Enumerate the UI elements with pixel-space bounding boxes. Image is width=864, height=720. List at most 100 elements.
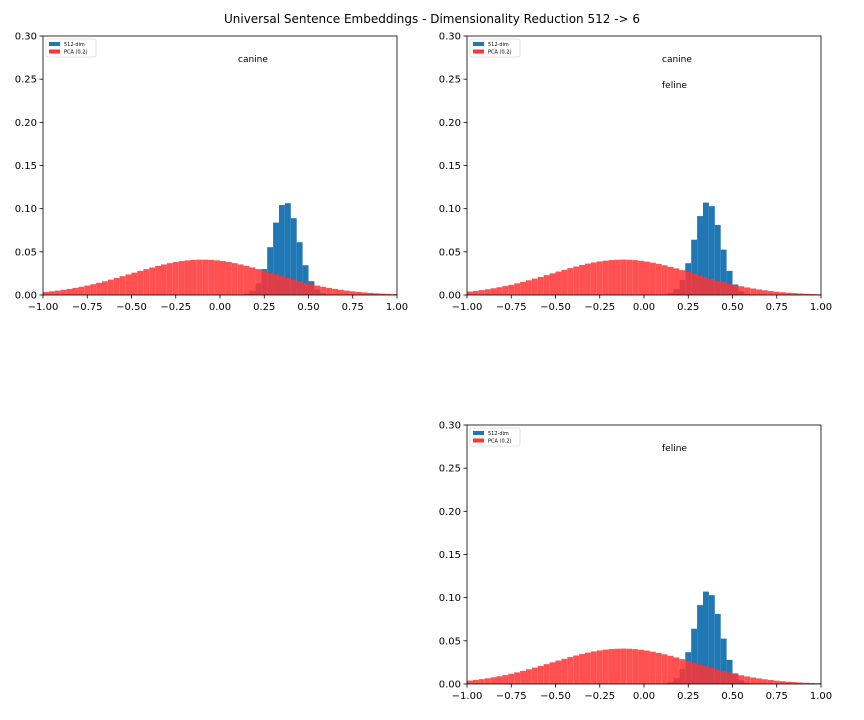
hist-bar [143, 269, 150, 295]
hist-bar [667, 266, 674, 295]
x-tick-label: −0.75 [72, 302, 103, 313]
hist-bar [596, 261, 603, 295]
hist-bar [614, 648, 621, 684]
hist-bar [596, 650, 603, 684]
hist-bar [638, 260, 644, 295]
y-tick-label: 0.00 [15, 291, 37, 302]
hist-bar [113, 277, 120, 295]
hist-bar [697, 275, 703, 295]
x-tick-label: 0.25 [677, 302, 699, 313]
hist-bar [626, 648, 633, 684]
hist-bar [714, 613, 721, 684]
hist-bar [590, 651, 597, 684]
hist-bar [172, 262, 179, 295]
hist-bar [379, 293, 386, 295]
hist-bar [691, 273, 698, 295]
x-tick-label: −1.00 [452, 691, 483, 702]
hist-bar [673, 268, 680, 295]
legend: 512-dim PCA (0.2) [45, 38, 97, 58]
hist-bar [608, 260, 615, 295]
legend-swatch [49, 42, 60, 46]
legend-swatch [473, 42, 484, 46]
series-pca [467, 648, 821, 684]
hist-bar [72, 287, 79, 295]
hist-bar [708, 278, 715, 295]
x-tick-label: 1.00 [386, 302, 408, 313]
x-tick-label: 1.00 [810, 302, 832, 313]
hist-bar [590, 262, 597, 295]
hist-bar [96, 282, 102, 295]
hist-bar [472, 679, 479, 684]
hist-bar [496, 676, 503, 684]
hist-bar [720, 249, 727, 295]
hist-bar [520, 281, 526, 295]
hist-bar [484, 289, 491, 295]
hist-bar [137, 270, 144, 295]
hist-bar [679, 270, 686, 295]
hist-bar [296, 242, 303, 295]
hist-bar [803, 682, 810, 684]
hist-bar [279, 205, 285, 295]
hist-bar [267, 272, 274, 295]
x-tick-label: 0.00 [209, 302, 231, 313]
hist-bar [809, 683, 816, 684]
hist-bar [520, 670, 526, 684]
hist-bar [119, 276, 126, 295]
hist-bar [797, 682, 804, 684]
hist-bar [767, 291, 774, 295]
y-tick-label: 0.05 [439, 636, 461, 647]
hist-bar [655, 263, 662, 295]
hist-bar [779, 292, 786, 295]
hist-bar [467, 680, 473, 684]
hist-bar [526, 280, 532, 295]
hist-bar [261, 270, 268, 295]
axes-frame [42, 35, 398, 296]
hist-bar [744, 676, 751, 684]
hist-bar [290, 218, 297, 295]
y-tick-label: 0.15 [439, 550, 461, 561]
hist-bar [255, 269, 262, 295]
hist-bar [508, 284, 515, 295]
hist-bar [573, 266, 580, 295]
legend-label: 512-dim [64, 42, 85, 48]
hist-bar [284, 203, 291, 295]
hist-bar [720, 671, 727, 684]
hist-bar [361, 292, 368, 295]
x-tick-label: −0.25 [584, 691, 615, 702]
y-tick-label: 0.05 [15, 247, 37, 258]
y-tick-label: 0.15 [439, 161, 461, 172]
hist-bar [626, 259, 633, 295]
hist-bar [166, 263, 173, 295]
hist-bar [750, 288, 757, 295]
hist-bar [526, 669, 532, 684]
x-tick-label: −1.00 [452, 302, 483, 313]
hist-bar [750, 677, 757, 684]
hist-bar [78, 286, 85, 295]
hist-bar [726, 659, 733, 684]
hist-bar [756, 289, 762, 295]
y-tick-label: 0.25 [439, 464, 461, 475]
hist-bar [202, 259, 209, 295]
hist-bar [708, 667, 715, 684]
hist-bar [490, 288, 497, 295]
hist-bar [284, 277, 291, 295]
hist-bar [555, 271, 562, 295]
annotation-label: canine [238, 55, 268, 65]
hist-bar [225, 262, 232, 295]
legend-label: PCA (0.2) [488, 50, 511, 56]
hist-bar [237, 264, 244, 295]
legend: 512-dim PCA (0.2) [469, 427, 521, 447]
hist-bar [602, 649, 609, 684]
hist-bar [762, 290, 768, 295]
subplot-1: −1.00 −0.75 −0.50 −0.25 0.00 0.25 0.50 0.75 1.00… [15, 32, 408, 314]
hist-bar [785, 292, 792, 295]
hist-bar [620, 648, 627, 684]
x-tick-label: 0.50 [721, 691, 743, 702]
hist-bar [585, 652, 591, 684]
hist-bar [43, 291, 49, 295]
hist-bar [472, 290, 479, 295]
x-tick-label: −0.25 [584, 302, 615, 313]
x-tick-label: 0.75 [342, 302, 364, 313]
hist-bar [561, 269, 568, 295]
hist-bar [549, 662, 556, 684]
